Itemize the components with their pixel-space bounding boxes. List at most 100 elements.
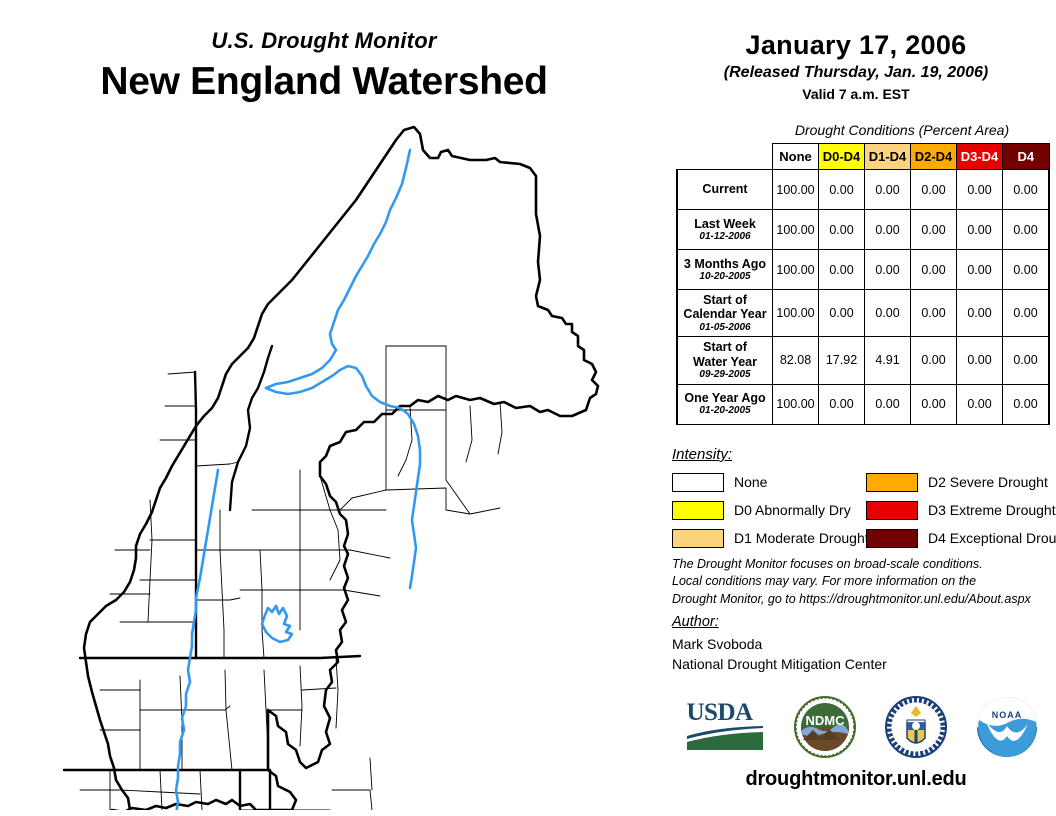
table-cell: 17.92 <box>818 336 865 385</box>
legend-swatch <box>866 472 918 492</box>
valid-time: Valid 7 a.m. EST <box>802 86 910 102</box>
author-label: Author: <box>672 614 719 630</box>
table-cell: 0.00 <box>1002 383 1050 425</box>
table-cell: 0.00 <box>864 169 911 210</box>
table-cell: 0.00 <box>956 249 1003 290</box>
table-cell: 0.00 <box>864 288 911 338</box>
table-cell: 0.00 <box>1002 209 1050 250</box>
table-col-header-d4: D4 <box>1002 143 1050 170</box>
author-org: National Drought Mitigation Center <box>672 656 887 673</box>
legend-row: D1 Moderate Drought <box>672 525 869 551</box>
table-header-row: None D0-D4 D1-D4 D2-D4 D3-D4 D4 <box>677 143 1050 170</box>
website-url: droughtmonitor.unl.edu <box>745 768 967 790</box>
table-row-label: 3 Months Ago 10-20-2005 <box>676 249 773 290</box>
row-label-text: Last Week <box>694 216 756 231</box>
table-cell: 100.00 <box>772 288 819 338</box>
disclaimer-line-1: The Drought Monitor focuses on broad-sca… <box>672 557 983 571</box>
county-line-37 <box>109 769 111 810</box>
table-cell: 82.08 <box>772 336 819 385</box>
table-row: Start of Calendar Year 01-05-2006 100.00 0.0… <box>676 288 1050 338</box>
state-line-ma-north <box>78 654 362 660</box>
legend-row: D0 Abnormally Dry <box>672 497 869 523</box>
legend-label: None <box>734 474 768 490</box>
table-cell: 0.00 <box>956 383 1003 425</box>
legend-label: D0 Abnormally Dry <box>734 502 851 518</box>
legend-label: D4 Exceptional Drought <box>928 530 1056 546</box>
county-line-36 <box>79 789 201 795</box>
table-cell: 0.00 <box>1002 336 1050 385</box>
table-cell: 100.00 <box>772 383 819 425</box>
intensity-legend-left: None D0 Abnormally Dry D1 Moderate Drought <box>672 469 869 553</box>
table-cell: 0.00 <box>818 209 865 250</box>
table-cell: 0.00 <box>956 288 1003 338</box>
table-cell: 0.00 <box>1002 249 1050 290</box>
river-penobscot <box>264 348 338 390</box>
legend-swatch <box>866 528 918 548</box>
table-cell: 0.00 <box>956 336 1003 385</box>
table-row-label: Last Week 01-12-2006 <box>676 209 773 250</box>
table-cell: 0.00 <box>910 288 957 338</box>
state-line-ri-ct <box>268 768 272 810</box>
river-connecticut <box>174 596 198 810</box>
row-label-text: Start of Calendar Year <box>683 293 767 322</box>
table-cell: 0.00 <box>910 249 957 290</box>
county-line-18 <box>219 509 225 659</box>
county-line-45 <box>397 405 413 477</box>
row-label-date: 09-29-2005 <box>699 369 751 380</box>
county-line-5 <box>319 475 341 581</box>
legend-row: None <box>672 469 869 495</box>
county-line-29 <box>181 705 231 711</box>
county-line-8 <box>239 549 391 559</box>
table-cell: 0.00 <box>956 209 1003 250</box>
new-england-watershed-map[interactable] <box>0 110 648 810</box>
table-caption: Drought Conditions (Percent Area) <box>794 122 1010 138</box>
table-row: One Year Ago 01-20-2005 100.00 0.00 0.00 0.00… <box>676 383 1050 425</box>
county-line-43 <box>331 789 373 810</box>
intensity-legend-right: D2 Severe Drought D3 Extreme Drought D4 Ex… <box>866 469 1056 553</box>
table-cell: 0.00 <box>818 169 865 210</box>
county-line-19 <box>259 549 265 659</box>
drought-conditions-table: None D0-D4 D1-D4 D2-D4 D3-D4 D4 Current 100.00… <box>676 143 1050 425</box>
river-st-john <box>328 148 412 352</box>
river-penobscot-2 <box>264 364 422 522</box>
svg-text:NOAA: NOAA <box>991 710 1022 720</box>
table-cell: 0.00 <box>956 169 1003 210</box>
legend-row: D3 Extreme Drought <box>866 497 1056 523</box>
map-container[interactable] <box>0 110 648 810</box>
table-col-header-none: None <box>772 143 819 170</box>
county-line-35 <box>335 657 339 729</box>
table-row-label: Start of Calendar Year 01-05-2006 <box>676 288 773 338</box>
county-line-38 <box>159 769 163 810</box>
date-block: January 17, 2006 (Released Thursday, Jan… <box>660 30 1052 102</box>
river-androscoggin-lake <box>260 604 294 644</box>
row-label-date: 01-20-2005 <box>699 405 751 417</box>
legend-label: D3 Extreme Drought <box>928 502 1056 518</box>
county-line-31 <box>263 669 269 751</box>
county-line-15 <box>147 499 153 623</box>
county-line-9 <box>239 589 381 597</box>
disclaimer-line-3: Drought Monitor, go to https://droughtmo… <box>672 591 1031 606</box>
table-cell: 0.00 <box>818 383 865 425</box>
table-cell: 0.00 <box>864 249 911 290</box>
svg-text:NDMC: NDMC <box>805 713 845 728</box>
legend-swatch <box>672 500 724 520</box>
county-line-44 <box>369 757 373 791</box>
county-boundaries <box>79 345 503 810</box>
table-row-label: One Year Ago 01-20-2005 <box>676 383 773 425</box>
table-corner-spacer <box>677 144 773 170</box>
state-line-me-nh <box>228 344 274 512</box>
table-cell: 4.91 <box>864 336 911 385</box>
legend-label: D1 Moderate Drought <box>734 530 869 546</box>
table-col-header-d0-d4: D0-D4 <box>818 143 865 170</box>
row-label-date: 10-20-2005 <box>699 270 751 282</box>
table-col-header-d1-d4: D1-D4 <box>864 143 911 170</box>
disclaimer-text: The Drought Monitor focuses on broad-sca… <box>672 556 1052 608</box>
table-cell: 0.00 <box>910 209 957 250</box>
county-line-47 <box>497 401 503 455</box>
noaa-logo: NOAA <box>976 697 1037 757</box>
row-label-date: 01-12-2006 <box>699 230 751 242</box>
intensity-legend-title: Intensity: <box>672 446 733 463</box>
county-line-48 <box>445 479 501 515</box>
table-cell: 0.00 <box>864 383 911 425</box>
table-cell: 0.00 <box>1002 288 1050 338</box>
